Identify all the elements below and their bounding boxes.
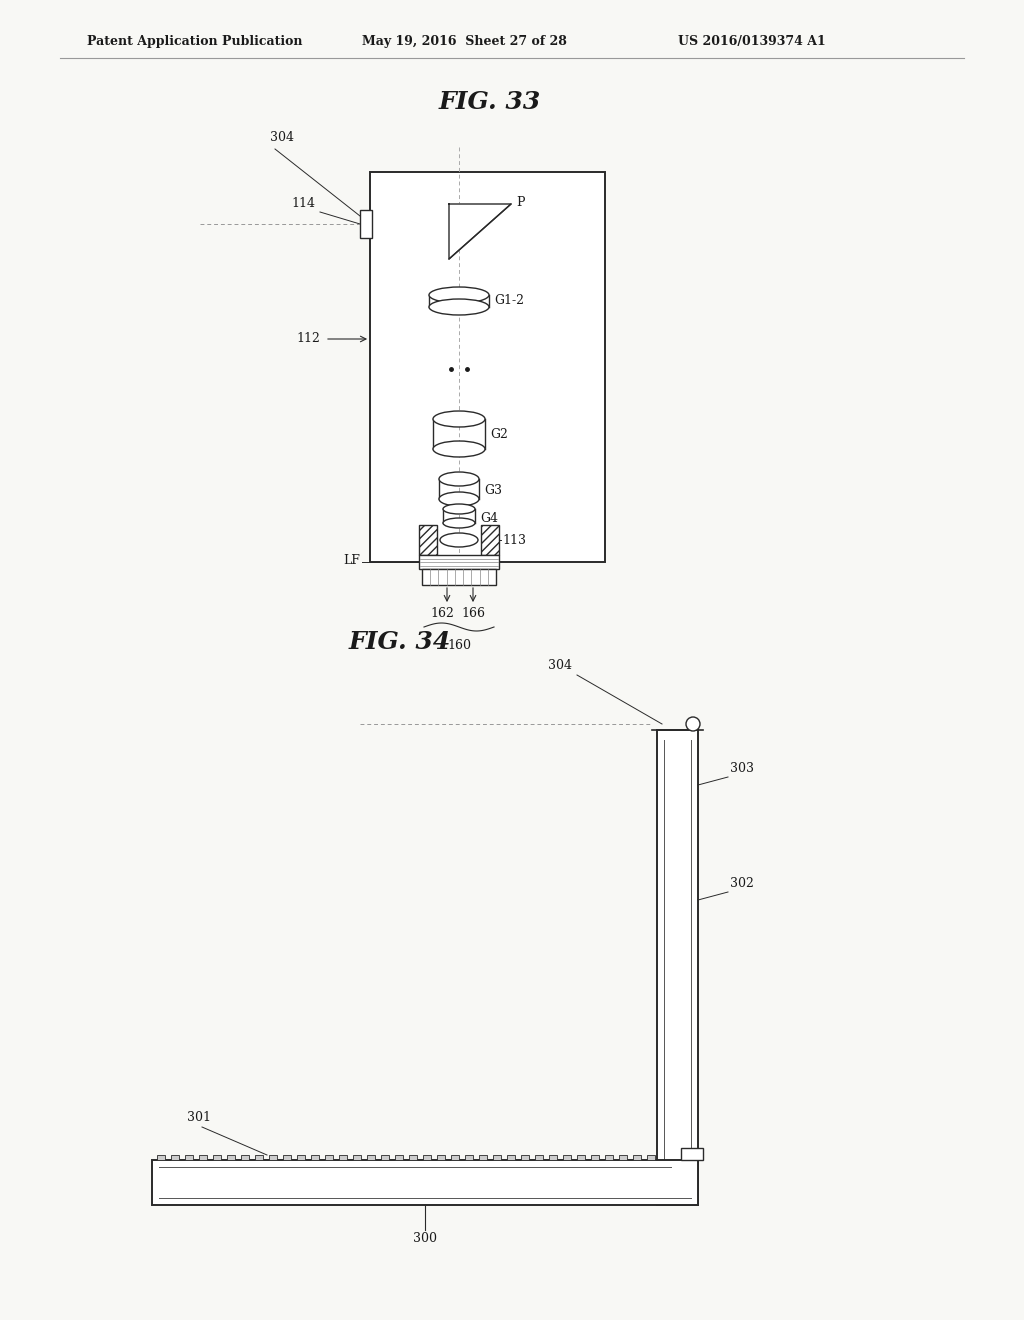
Bar: [633, 1155, 641, 1160]
Ellipse shape: [429, 300, 489, 315]
Bar: [269, 1155, 278, 1160]
Bar: [199, 1155, 207, 1160]
Bar: [297, 1155, 305, 1160]
Bar: [283, 1155, 291, 1160]
Text: LF: LF: [343, 553, 360, 566]
Bar: [465, 1155, 473, 1160]
Text: G2: G2: [490, 428, 508, 441]
Bar: [241, 1155, 249, 1160]
Text: 304: 304: [270, 131, 294, 144]
Bar: [507, 1155, 515, 1160]
Bar: [213, 1155, 221, 1160]
Bar: [591, 1155, 599, 1160]
Bar: [353, 1155, 361, 1160]
Bar: [171, 1155, 179, 1160]
Text: 300: 300: [413, 1232, 437, 1245]
Text: 112: 112: [296, 333, 319, 346]
Bar: [577, 1155, 585, 1160]
Text: 302: 302: [730, 876, 754, 890]
Bar: [521, 1155, 529, 1160]
Text: P: P: [516, 195, 524, 209]
Text: G3: G3: [484, 484, 502, 498]
Text: G4: G4: [480, 512, 498, 525]
Ellipse shape: [686, 717, 700, 731]
Text: 303: 303: [730, 762, 754, 775]
Text: 166: 166: [461, 607, 485, 620]
Text: 114: 114: [291, 197, 315, 210]
Ellipse shape: [439, 492, 479, 506]
Bar: [152, 1160, 698, 1205]
Bar: [325, 1155, 333, 1160]
Bar: [370, 172, 605, 562]
Ellipse shape: [443, 504, 475, 513]
Bar: [493, 1155, 501, 1160]
Bar: [481, 525, 499, 554]
Bar: [605, 1155, 613, 1160]
Bar: [647, 1155, 655, 1160]
Bar: [409, 1155, 417, 1160]
Bar: [657, 730, 698, 1205]
Bar: [549, 1155, 557, 1160]
Bar: [419, 525, 437, 554]
Bar: [681, 1148, 703, 1160]
Ellipse shape: [439, 473, 479, 486]
Text: 113: 113: [502, 533, 526, 546]
Ellipse shape: [433, 441, 485, 457]
Bar: [479, 1155, 487, 1160]
Polygon shape: [449, 205, 511, 259]
Text: May 19, 2016  Sheet 27 of 28: May 19, 2016 Sheet 27 of 28: [362, 36, 567, 49]
Bar: [618, 1155, 627, 1160]
Text: 160: 160: [447, 639, 471, 652]
Text: 304: 304: [548, 659, 572, 672]
Bar: [227, 1155, 234, 1160]
Bar: [367, 1155, 375, 1160]
Bar: [255, 1155, 263, 1160]
Bar: [437, 1155, 445, 1160]
Bar: [451, 1155, 459, 1160]
Ellipse shape: [429, 286, 489, 304]
Ellipse shape: [433, 411, 485, 426]
Bar: [311, 1155, 319, 1160]
Bar: [535, 1155, 543, 1160]
Text: 301: 301: [187, 1111, 211, 1125]
Bar: [395, 1155, 403, 1160]
Text: US 2016/0139374 A1: US 2016/0139374 A1: [678, 36, 825, 49]
Bar: [185, 1155, 193, 1160]
Bar: [422, 569, 496, 585]
Text: Patent Application Publication: Patent Application Publication: [87, 36, 302, 49]
Text: 162: 162: [430, 607, 454, 620]
Ellipse shape: [440, 533, 478, 546]
Text: G1-2: G1-2: [494, 294, 524, 308]
Bar: [360, 210, 372, 238]
Bar: [339, 1155, 347, 1160]
Bar: [157, 1155, 165, 1160]
Ellipse shape: [443, 517, 475, 528]
Bar: [381, 1155, 389, 1160]
Bar: [423, 1155, 431, 1160]
Text: FIG. 34: FIG. 34: [349, 630, 452, 653]
Bar: [563, 1155, 571, 1160]
Text: FIG. 33: FIG. 33: [439, 90, 541, 114]
Bar: [419, 554, 499, 569]
